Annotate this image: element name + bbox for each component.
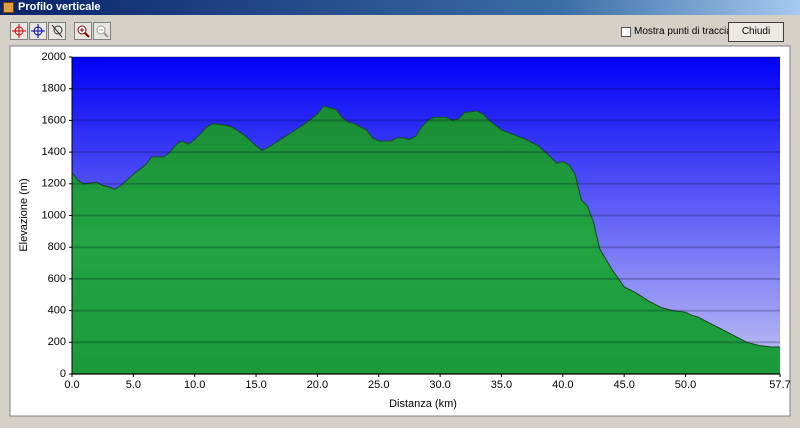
y-axis-label: Elevazione (m) <box>18 178 30 251</box>
y-tick-label: 200 <box>48 336 66 348</box>
x-tick-label: 25.0 <box>368 379 389 391</box>
y-tick-label: 400 <box>48 305 66 317</box>
y-tick-label: 1000 <box>42 209 66 221</box>
window-title: Profilo verticale <box>18 1 101 13</box>
checkbox-label: Mostra punti di traccia <box>634 26 732 37</box>
y-tick-label: 1200 <box>42 178 66 190</box>
x-tick-label: 20.0 <box>307 379 328 391</box>
x-tick-label: 40.0 <box>552 379 573 391</box>
tool-crosshair-blue[interactable] <box>29 22 47 40</box>
close-button[interactable]: Chiudi <box>728 22 784 42</box>
tool-zoom-in[interactable] <box>74 22 92 40</box>
title-bar: Profilo verticale <box>0 0 800 15</box>
x-tick-label: 0.0 <box>64 379 79 391</box>
x-tick-label: 35.0 <box>491 379 512 391</box>
x-tick-label: 45.0 <box>613 379 634 391</box>
tool-crosshair[interactable] <box>10 22 28 40</box>
tool-select[interactable] <box>48 22 66 40</box>
x-tick-label: 5.0 <box>126 379 141 391</box>
y-tick-label: 800 <box>48 241 66 253</box>
x-tick-label: 57.7 <box>769 379 790 391</box>
x-axis-label: Distanza (km) <box>389 398 457 410</box>
app-icon <box>3 2 14 13</box>
elevation-line <box>71 105 780 348</box>
y-tick-label: 1800 <box>42 83 66 95</box>
y-tick-label: 600 <box>48 273 66 285</box>
x-tick-label: 50.0 <box>675 379 696 391</box>
tool-zoom-out[interactable] <box>93 22 111 40</box>
checkbox[interactable] <box>621 27 631 37</box>
y-tick-label: 2000 <box>42 51 66 63</box>
elevation-area <box>72 106 780 374</box>
y-tick-label: 0 <box>60 368 66 380</box>
x-tick-label: 10.0 <box>184 379 205 391</box>
x-tick-label: 30.0 <box>429 379 450 391</box>
x-tick-label: 15.0 <box>245 379 266 391</box>
y-tick-label: 1600 <box>42 114 66 126</box>
y-tick-label: 1400 <box>42 146 66 158</box>
